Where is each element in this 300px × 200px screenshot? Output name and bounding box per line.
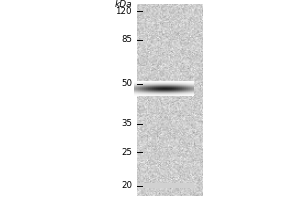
Text: 120: 120 — [116, 6, 132, 16]
Text: kDa: kDa — [114, 0, 132, 9]
Text: 25: 25 — [121, 148, 132, 157]
Text: 20: 20 — [121, 181, 132, 190]
Text: 50: 50 — [121, 79, 132, 88]
Text: 85: 85 — [121, 36, 132, 45]
Text: 35: 35 — [121, 119, 132, 129]
